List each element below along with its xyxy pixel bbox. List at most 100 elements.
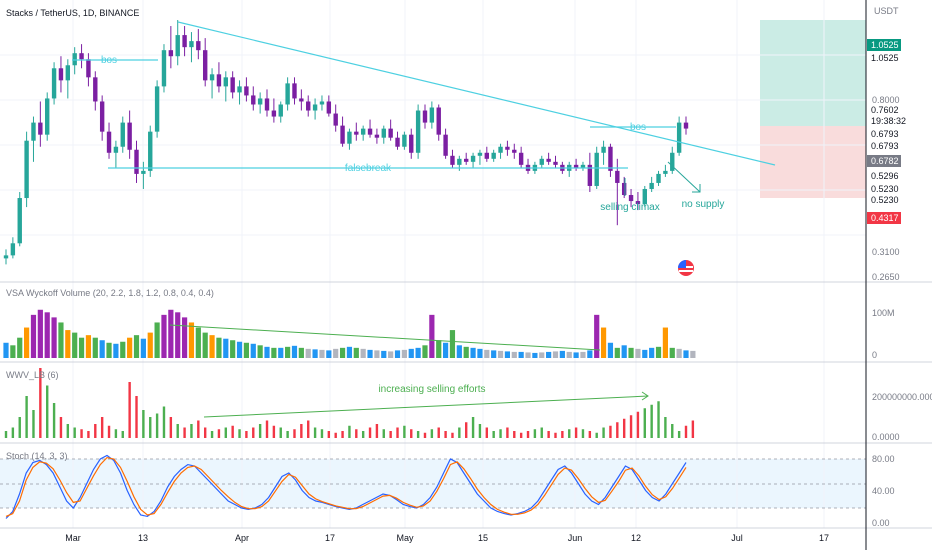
vsa-volume-bar [628, 347, 634, 358]
wwv-bar [320, 429, 324, 438]
vsa-volume-bar [278, 347, 284, 358]
vsa-volume-bar [223, 338, 229, 358]
candle-body [464, 158, 469, 162]
vsa-volume-bar [388, 351, 394, 358]
wwv-bar [307, 420, 310, 438]
vsa-volume-bar [195, 327, 201, 358]
wwv-bar [410, 429, 413, 438]
grid-lines [0, 0, 866, 528]
candle-body [134, 149, 139, 174]
wwv-bar [581, 429, 585, 438]
wwv-bar [355, 429, 358, 438]
wwv-bar [616, 422, 619, 438]
candle-body [264, 98, 270, 111]
vsa-volume-bar [298, 347, 304, 358]
vsa-volume-bar [243, 342, 250, 358]
wwv-bar [547, 431, 550, 438]
wwv-bar [471, 417, 475, 438]
candle-body [326, 101, 332, 114]
vsa-volume-bar [181, 317, 188, 358]
vsa-volume-bar [539, 352, 545, 358]
us-flag-icon[interactable] [678, 260, 694, 276]
vsa-volume-bar [683, 350, 689, 358]
wwv-bar [142, 410, 145, 438]
vsa-volume-bar [367, 349, 373, 358]
vsa-volume-bar [621, 345, 627, 358]
vsa-volume-bar [72, 332, 78, 358]
candle-body [141, 170, 146, 174]
time-axis-label: Apr [235, 533, 249, 543]
wwv-bar [107, 425, 111, 438]
candle-body [216, 74, 222, 87]
candle-body [450, 155, 455, 165]
vsa-volume-bar [257, 345, 263, 358]
wwv-bar [451, 432, 454, 438]
wwv-bar [87, 431, 90, 438]
wwv-bar [114, 429, 118, 438]
wwv-bar [437, 427, 440, 438]
vsa-volume-bar [339, 347, 346, 358]
wwv-title: WWV_LB (6) [6, 370, 59, 380]
vsa-volume-bar [401, 349, 407, 358]
candle-body [168, 50, 174, 57]
candle-body [24, 140, 29, 199]
vsa-volume-bar [642, 349, 648, 358]
candle-body [601, 146, 606, 153]
candle-body [299, 98, 304, 102]
wwv-bar [149, 417, 152, 438]
vsa-volume-bar [676, 348, 682, 358]
vsa-volume-bar [600, 327, 607, 358]
wwv-bar [485, 427, 489, 438]
vsa-title: VSA Wyckoff Volume (20, 2.2, 1.8, 1.2, 0… [6, 288, 214, 298]
wwv-bar [478, 424, 482, 438]
time-axis[interactable]: Mar 13 Apr 17 May 15 Jun 12 Jul 17 [65, 533, 829, 543]
no-supply-arrowhead [692, 184, 701, 193]
wwv-bar [375, 424, 379, 438]
candle-body [223, 77, 228, 87]
candle-body [271, 110, 277, 117]
candle-body [663, 170, 668, 174]
wwv-bar [210, 431, 214, 438]
vsa-volume-bar [202, 332, 208, 358]
time-axis-label: Mar [65, 533, 81, 543]
vsa-volume-bar [285, 346, 291, 358]
wwv-bar [533, 429, 537, 438]
wwv-bar [396, 427, 399, 438]
vsa-volume-bar [504, 351, 511, 358]
wwv-bar [231, 425, 234, 438]
candle-body [580, 164, 586, 168]
candle-body [285, 83, 290, 105]
price-tag-text: 0.7602 [871, 105, 899, 115]
candle-body [498, 146, 503, 153]
vsa-volume-bar [291, 345, 298, 358]
price-tag-bg [867, 128, 901, 140]
candle-body [429, 107, 435, 123]
candle-body [106, 131, 112, 153]
long-target-zone [760, 20, 866, 126]
wwv-bar [25, 396, 28, 438]
vsa-volume-series [3, 309, 696, 358]
wwv-bar [66, 424, 70, 438]
vsa-volume-bar [511, 351, 517, 358]
increasing-selling-line [203, 395, 649, 418]
candle-body [360, 128, 366, 135]
vsa-volume-bar [133, 335, 140, 358]
stoch-band [0, 459, 866, 508]
price-tag-text: 1.0525 [871, 53, 899, 63]
price-tag-text: 0.4317 [871, 213, 899, 223]
vsa-tick-0: 0 [872, 350, 877, 360]
wwv-bar [671, 424, 674, 438]
vsa-volume-bar [92, 337, 98, 358]
candle-body [395, 137, 400, 147]
wwv-bar [561, 431, 564, 438]
wwv-bar [629, 415, 633, 438]
candle-body [656, 173, 661, 183]
wwv-bar [46, 385, 49, 438]
vsa-tick-100m: 100M [872, 308, 895, 318]
wwv-bar [677, 431, 681, 438]
vsa-volume-bar [147, 332, 153, 358]
candle-body [553, 161, 558, 165]
wwv-tick-200m: 200000000.0000 [872, 392, 932, 402]
